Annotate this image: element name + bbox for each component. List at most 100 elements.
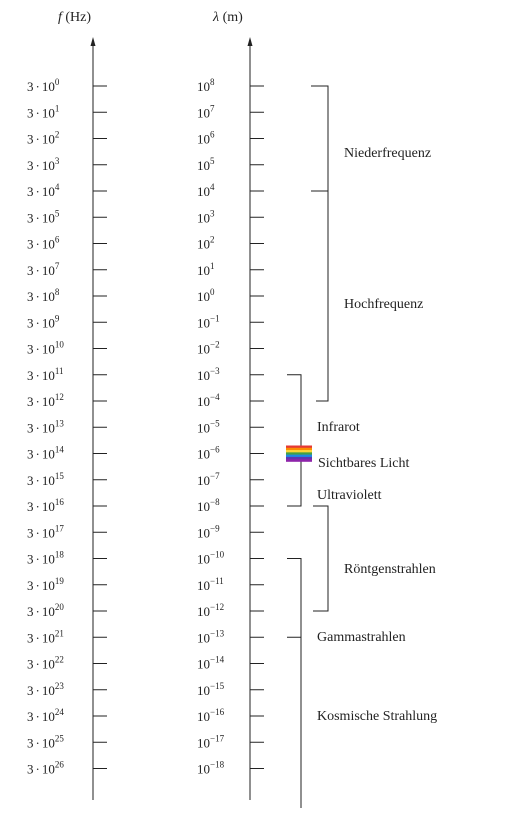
wavelength-tick-exponent: −13: [210, 628, 225, 638]
wavelength-tick-exponent: −12: [210, 602, 224, 612]
frequency-tick-label: 3 · 103: [27, 156, 60, 173]
wavelength-symbol: λ: [212, 10, 219, 25]
frequency-tick-mantissa: 3: [27, 289, 34, 304]
frequency-tick-mantissa: 3: [27, 499, 34, 514]
frequency-tick-base: 10: [42, 132, 55, 147]
wavelength-tick-base: 10: [197, 105, 210, 120]
frequency-tick-mantissa: 3: [27, 473, 34, 488]
wavelength-tick-base: 10: [197, 132, 210, 147]
wavelength-tick-base: 10: [197, 368, 210, 383]
frequency-tick-mantissa: 3: [27, 525, 34, 540]
frequency-tick-base: 10: [42, 683, 55, 698]
frequency-tick-label: 3 · 108: [27, 287, 60, 304]
frequency-tick-mantissa: 3: [27, 630, 34, 645]
wavelength-tick-exponent: 3: [210, 208, 215, 218]
wavelength-tick-exponent: −2: [210, 340, 220, 350]
frequency-tick-exponent: 25: [55, 733, 65, 743]
frequency-tick-base: 10: [42, 735, 55, 750]
frequency-tick-base: 10: [42, 657, 55, 672]
frequency-tick-mantissa: 3: [27, 420, 34, 435]
range-label: Hochfrequenz: [344, 297, 423, 312]
frequency-tick-base: 10: [42, 158, 55, 173]
frequency-tick-mantissa: 3: [27, 552, 34, 567]
frequency-tick-exponent: 4: [55, 182, 60, 192]
frequency-tick-exponent: 10: [55, 340, 65, 350]
frequency-tick-mantissa: 3: [27, 683, 34, 698]
range-label: Gammastrahlen: [317, 630, 406, 645]
visible-light-swatch: [286, 445, 312, 462]
frequency-tick-base: 10: [42, 499, 55, 514]
frequency-tick-label: 3 · 1026: [27, 760, 64, 777]
range-labels: Niederfrequenz Hochfrequenz Infrarot Sichtb…: [317, 146, 437, 724]
frequency-tick-dot: ·: [36, 263, 40, 278]
wavelength-tick-exponent: 1: [210, 261, 215, 271]
frequency-tick-label: 3 · 1018: [27, 550, 64, 567]
wavelength-tick-label: 10−3: [197, 366, 220, 383]
frequency-tick-exponent: 26: [55, 760, 65, 770]
frequency-tick-exponent: 16: [55, 497, 65, 507]
range-label: Infrarot: [317, 420, 360, 435]
wavelength-tick-exponent: −6: [210, 445, 220, 455]
frequency-axis-arrow: [90, 37, 96, 46]
wavelength-tick-label: 107: [197, 103, 215, 120]
frequency-tick-base: 10: [42, 342, 55, 357]
wavelength-tick-base: 10: [197, 578, 210, 593]
frequency-tick-exponent: 24: [55, 707, 65, 717]
frequency-tick-exponent: 13: [55, 418, 65, 428]
frequency-tick-dot: ·: [36, 342, 40, 357]
frequency-tick-dot: ·: [36, 79, 40, 94]
frequency-tick-label: 3 · 109: [27, 313, 60, 330]
frequency-tick-mantissa: 3: [27, 762, 34, 777]
wavelength-tick-exponent: 8: [210, 77, 215, 87]
wavelength-tick-exponent: −14: [210, 655, 225, 665]
wavelength-tick-label: 10−9: [197, 523, 220, 540]
wavelength-tick-label: 10−6: [197, 445, 220, 462]
wavelength-tick-label: 105: [197, 156, 215, 173]
frequency-tick-base: 10: [42, 394, 55, 409]
frequency-tick-base: 10: [42, 210, 55, 225]
frequency-tick-label: 3 · 1012: [27, 392, 64, 409]
frequency-tick-label: 3 · 1021: [27, 628, 64, 645]
optical-bracket: [287, 374, 302, 507]
wavelength-axis-arrow: [247, 37, 253, 46]
wavelength-tick-label: 10−10: [197, 550, 225, 567]
range-label: Sichtbares Licht: [318, 456, 409, 471]
frequency-tick-label: 3 · 1023: [27, 681, 64, 698]
wavelength-tick-base: 10: [197, 552, 210, 567]
wavelength-tick-exponent: −4: [210, 392, 220, 402]
frequency-tick-exponent: 20: [55, 602, 65, 612]
frequency-tick-dot: ·: [36, 394, 40, 409]
frequency-tick-base: 10: [42, 368, 55, 383]
frequency-tick-dot: ·: [36, 289, 40, 304]
frequency-tick-mantissa: 3: [27, 342, 34, 357]
frequency-tick-exponent: 8: [55, 287, 60, 297]
frequency-tick-label: 3 · 105: [27, 208, 60, 225]
frequency-tick-base: 10: [42, 630, 55, 645]
wavelength-tick-label: 106: [197, 130, 215, 147]
frequency-tick-label: 3 · 1016: [27, 497, 64, 514]
wavelength-tick-base: 10: [197, 315, 210, 330]
frequency-tick-mantissa: 3: [27, 210, 34, 225]
wavelength-tick-label: 10−8: [197, 497, 220, 514]
wavelength-tick-base: 10: [197, 499, 210, 514]
frequency-tick-base: 10: [42, 578, 55, 593]
frequency-tick-base: 10: [42, 709, 55, 724]
frequency-tick-label: 3 · 1015: [27, 471, 64, 488]
frequency-tick-mantissa: 3: [27, 79, 34, 94]
wavelength-tick-base: 10: [197, 525, 210, 540]
frequency-tick-exponent: 1: [55, 103, 60, 113]
spectrum-stripe: [286, 456, 312, 460]
wavelength-tick-label: 103: [197, 208, 215, 225]
frequency-tick-exponent: 2: [55, 130, 60, 140]
range-label: Röntgenstrahlen: [344, 562, 436, 577]
frequency-tick-dot: ·: [36, 368, 40, 383]
wavelength-ticks: 10810710610510410310210110010−110−210−31…: [197, 77, 264, 777]
wavelength-tick-base: 10: [197, 342, 210, 357]
frequency-tick-base: 10: [42, 473, 55, 488]
wavelength-tick-exponent: −8: [210, 497, 220, 507]
wavelength-tick-label: 10−5: [197, 418, 220, 435]
frequency-tick-dot: ·: [36, 158, 40, 173]
wavelength-tick-label: 10−14: [197, 655, 225, 672]
